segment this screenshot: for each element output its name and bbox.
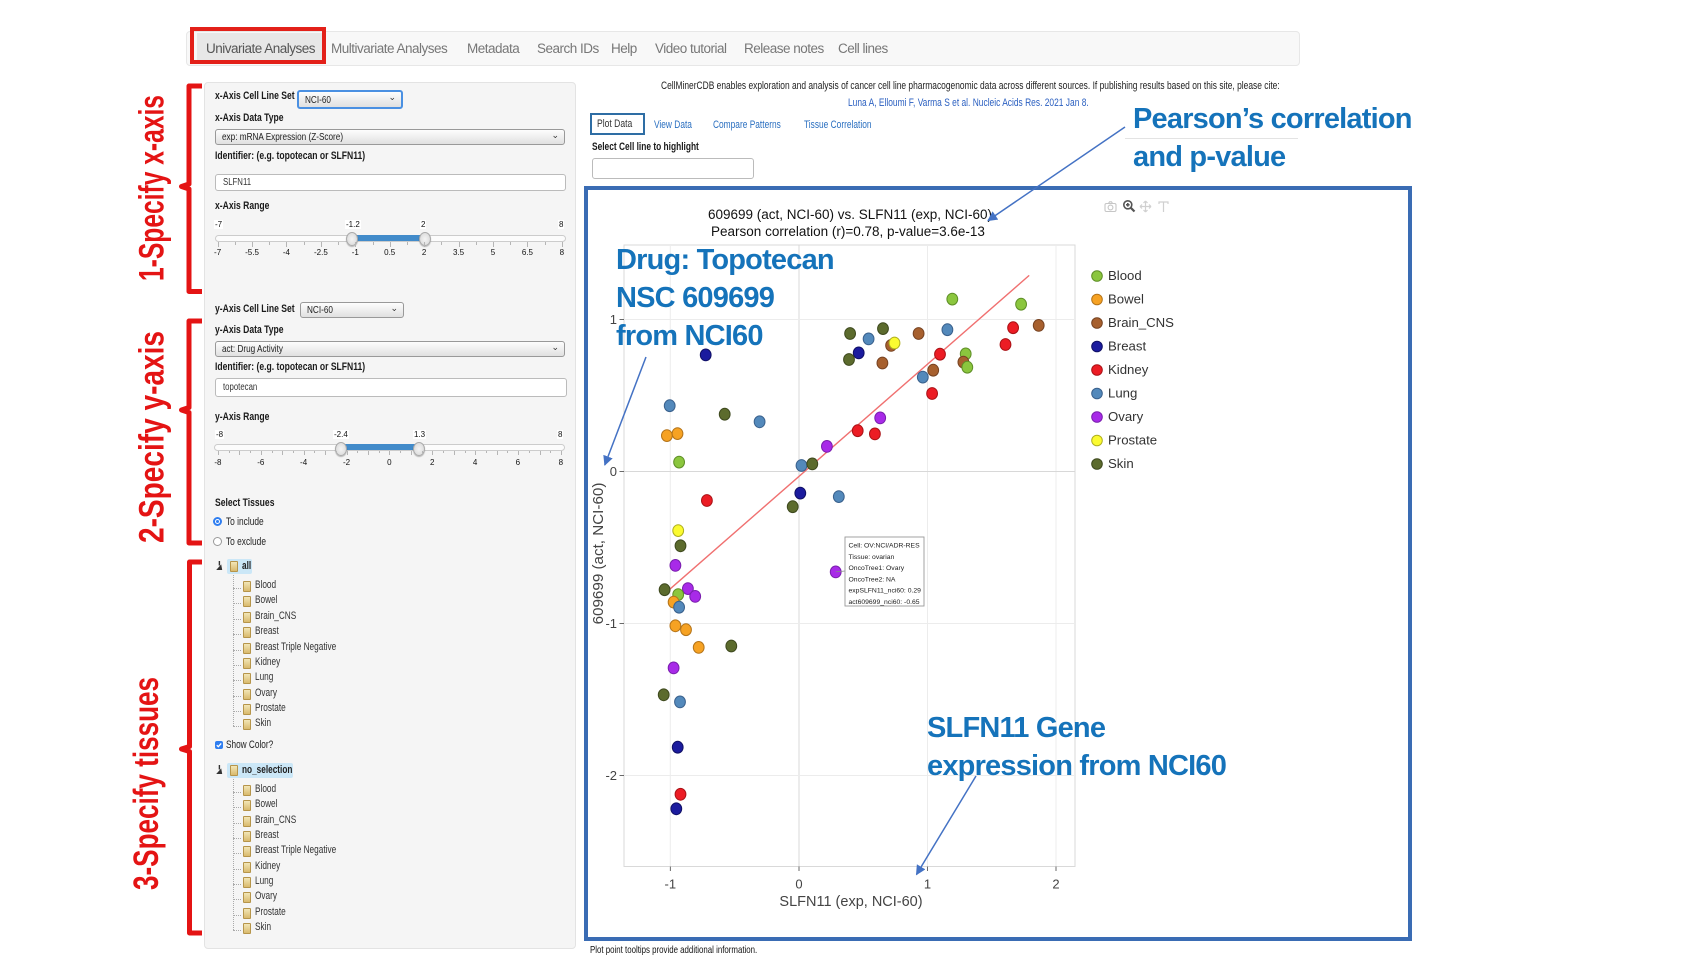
svg-text:-1: -1 (665, 877, 677, 892)
svg-text:OncoTree1: Ovary: OncoTree1: Ovary (849, 565, 905, 572)
svg-text:3-Specify tissues: 3-Specify tissues (127, 677, 166, 890)
svg-text:SLFN11 (exp, NCI-60): SLFN11 (exp, NCI-60) (779, 894, 922, 910)
svg-text:-2: -2 (605, 768, 617, 783)
svg-text:609699 (act, NCI-60) vs. SLFN1: 609699 (act, NCI-60) vs. SLFN11 (exp, NC… (708, 207, 992, 222)
svg-text:609699 (act, NCI-60): 609699 (act, NCI-60) (590, 483, 607, 625)
svg-text:Blood: Blood (1108, 268, 1142, 283)
svg-text:Kidney: Kidney (1108, 362, 1149, 377)
svg-text:act609699_nci60: -0.65: act609699_nci60: -0.65 (849, 599, 920, 606)
svg-text:expSLFN11_nci60: 0.29: expSLFN11_nci60: 0.29 (849, 588, 922, 595)
svg-text:0: 0 (610, 464, 617, 479)
svg-text:0: 0 (795, 877, 802, 892)
svg-text:Prostate: Prostate (1108, 433, 1157, 448)
svg-text:Lung: Lung (1108, 386, 1137, 401)
svg-text:1-Specify x-axis: 1-Specify x-axis (133, 95, 172, 281)
svg-text:Cell: OV:NCI/ADR-RES: Cell: OV:NCI/ADR-RES (849, 543, 921, 550)
svg-text:1: 1 (924, 877, 931, 892)
svg-text:Brain_CNS: Brain_CNS (1108, 315, 1174, 330)
svg-text:-1: -1 (605, 616, 617, 631)
svg-text:Tissue: ovarian: Tissue: ovarian (849, 554, 895, 561)
svg-text:Ovary: Ovary (1108, 409, 1144, 424)
svg-text:Breast: Breast (1108, 339, 1146, 354)
svg-text:OncoTree2: NA: OncoTree2: NA (849, 576, 896, 583)
svg-text:2-Specify y-axis: 2-Specify y-axis (133, 331, 172, 543)
svg-text:2: 2 (1052, 877, 1059, 892)
svg-text:1: 1 (610, 312, 617, 327)
svg-text:Pearson correlation (r)=0.78,: Pearson correlation (r)=0.78, p-value=3.… (711, 224, 985, 239)
svg-text:Skin: Skin (1108, 456, 1134, 471)
svg-text:Bowel: Bowel (1108, 292, 1144, 307)
